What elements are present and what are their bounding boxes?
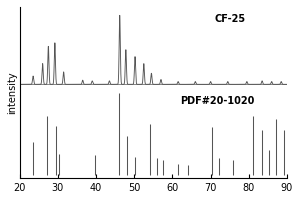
Text: PDF#20-1020: PDF#20-1020: [180, 96, 254, 106]
Text: CF-25: CF-25: [215, 14, 246, 24]
Y-axis label: intensity: intensity: [7, 71, 17, 114]
